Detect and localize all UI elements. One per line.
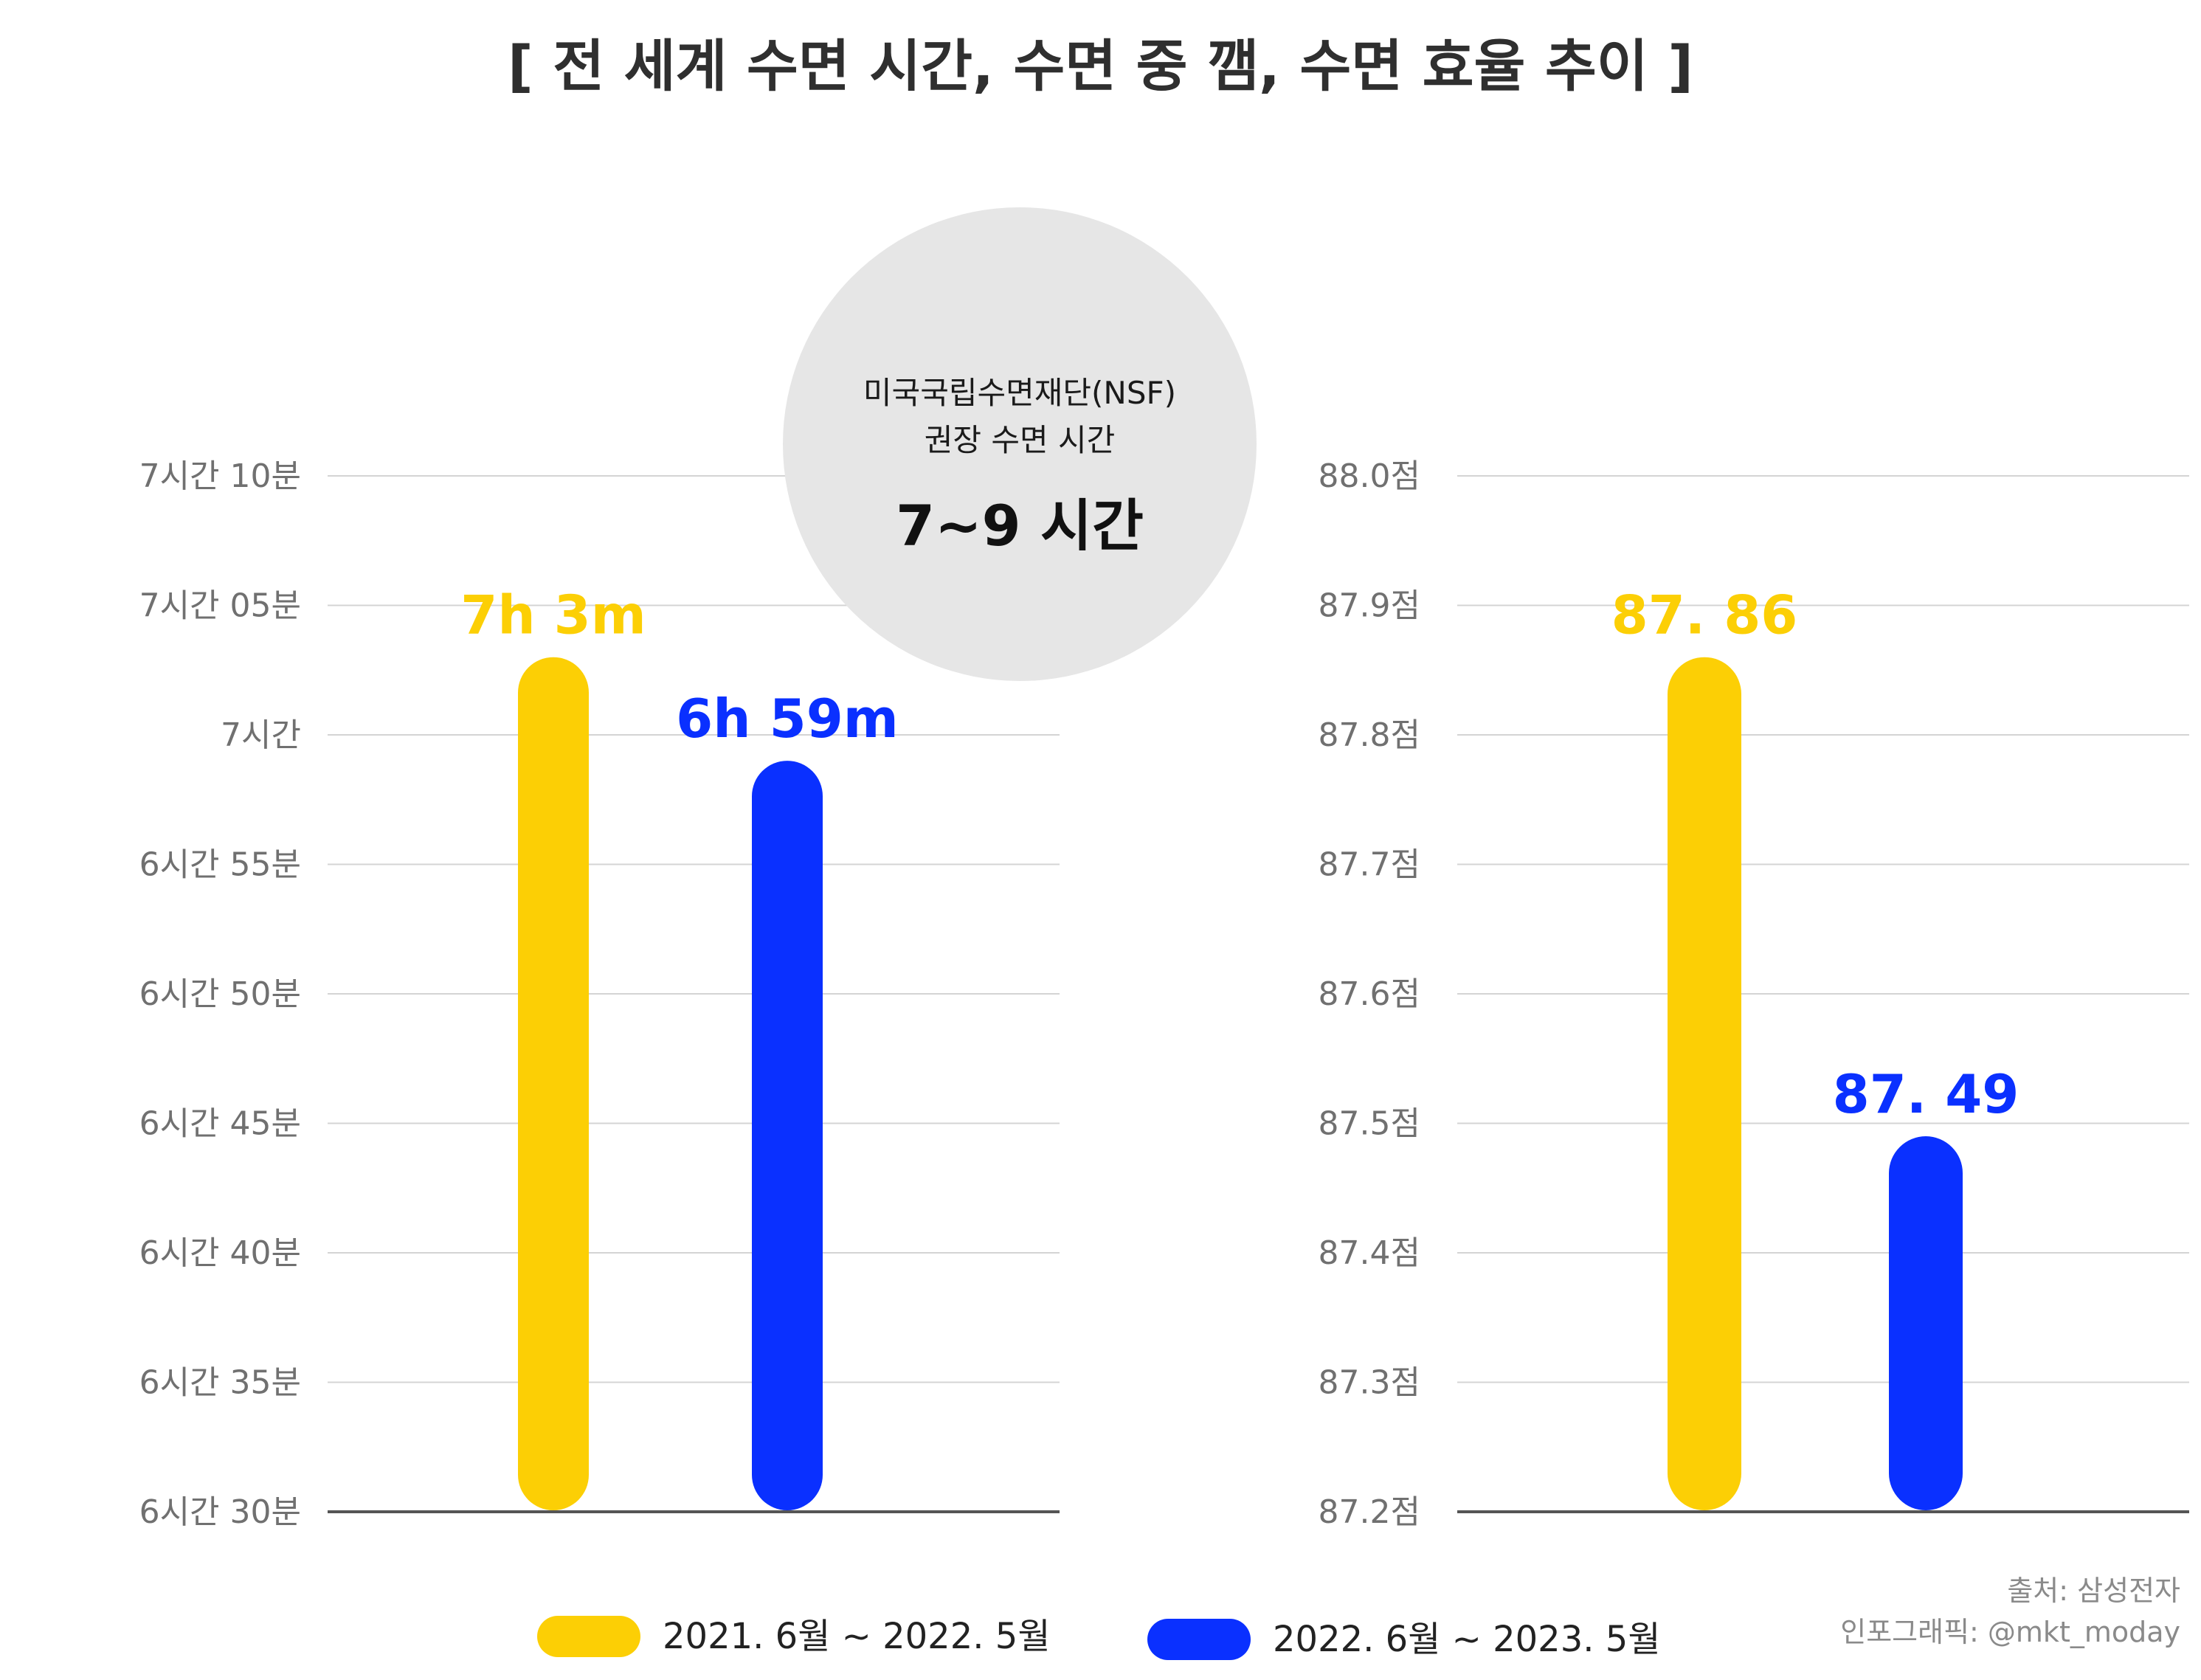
sleep-time-bar-1 [518,657,589,1511]
source-line: 출처: 삼성전자 [2007,1574,2180,1607]
legend-swatch-period2 [1147,1619,1251,1660]
nsf-recommendation-circle: 미국국립수면재단(NSF) 권장 수면 시간 7~9 시간 [783,207,1257,681]
sleep-efficiency-value-label-1: 87. 86 [1611,584,1798,646]
sleep-time-tick-label: 7시간 10분 [139,457,301,495]
sleep-time-tick-label: 6시간 50분 [139,975,301,1013]
sleep-efficiency-tick-label: 88.0점 [1319,457,1420,495]
sleep-time-tick-label: 7시간 [221,716,301,754]
sleep-time-tick-label: 6시간 40분 [139,1234,301,1272]
nsf-caption: 권장 수면 시간 [924,422,1116,458]
sleep-time-tick-label: 6시간 55분 [139,846,301,884]
infographic-credit-line: 인포그래픽: @mkt_moday [1840,1616,2180,1648]
sleep-time-chart: 6시간 30분 6시간 35분 6시간 40분 6시간 45분 6시간 50분 6시간 5… [139,457,1060,1531]
nsf-recommended-hours: 7~9 시간 [896,493,1144,559]
legend-label-period2: 2022. 6월 ~ 2023. 5월 [1273,1619,1661,1660]
sleep-time-bar-2 [752,761,823,1510]
sleep-time-tick-label: 7시간 05분 [139,587,301,625]
sleep-efficiency-bar-1 [1668,657,1741,1511]
nsf-org-label: 미국국립수면재단(NSF) [863,375,1177,411]
legend-label-period1: 2021. 6월 ~ 2022. 5월 [663,1616,1051,1657]
sleep-efficiency-chart: 87.2점 87.3점 87.4점 87.5점 87.6점 87.7점 87.8점 87.9점… [1319,457,2189,1531]
sleep-efficiency-tick-label: 87.5점 [1319,1105,1420,1143]
sleep-time-tick-label: 6시간 35분 [139,1364,301,1402]
legend-swatch-period1 [537,1616,640,1657]
source-credit: 출처: 삼성전자 인포그래픽: @mkt_moday [1840,1570,2180,1653]
sleep-efficiency-tick-label: 87.9점 [1319,587,1420,625]
sleep-efficiency-tick-label: 87.7점 [1319,846,1420,884]
sleep-efficiency-tick-label: 87.4점 [1319,1234,1420,1272]
sleep-time-value-label-2: 6h 59m [676,688,899,750]
sleep-time-value-label-1: 7h 3m [460,584,646,646]
sleep-efficiency-tick-label: 87.8점 [1319,716,1420,754]
sleep-efficiency-tick-label: 87.3점 [1319,1364,1420,1402]
sleep-efficiency-value-label-2: 87. 49 [1833,1063,2019,1125]
sleep-efficiency-bar-2 [1889,1136,1963,1510]
sleep-efficiency-tick-label: 87.2점 [1319,1493,1420,1531]
sleep-efficiency-tick-label: 87.6점 [1319,975,1420,1013]
sleep-time-tick-label: 6시간 30분 [139,1493,301,1531]
sleep-time-tick-label: 6시간 45분 [139,1105,301,1143]
chart-title: [ 전 세계 수면 시간, 수면 중 깸, 수면 효율 추이 ] [508,33,1693,99]
